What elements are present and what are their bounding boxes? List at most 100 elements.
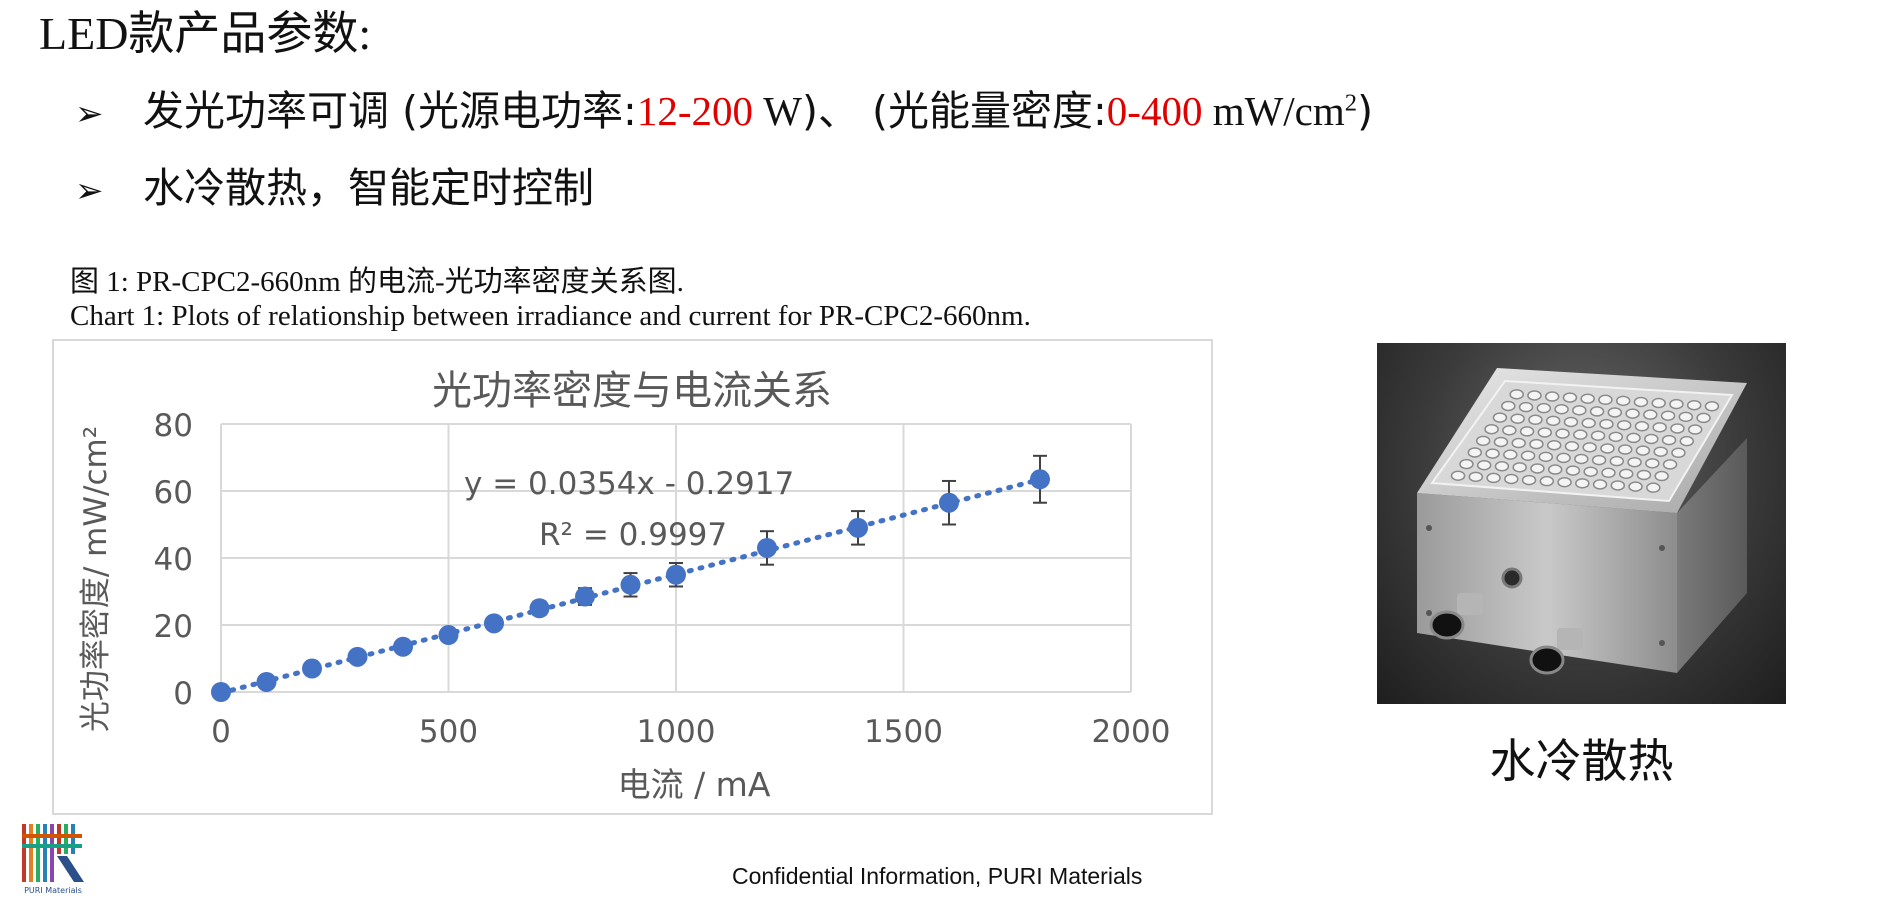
well (1512, 462, 1527, 473)
well (1626, 432, 1641, 444)
well (1520, 450, 1536, 461)
well (1618, 468, 1634, 480)
well (1504, 473, 1519, 485)
well (1502, 425, 1517, 436)
well (1575, 478, 1590, 489)
well (1562, 392, 1578, 403)
x-tick-label: 1000 (637, 714, 716, 750)
well (1546, 439, 1562, 451)
data-point (666, 564, 686, 585)
well (1510, 413, 1525, 424)
chart-points (211, 469, 1050, 702)
y-tick-label: 0 (173, 676, 193, 712)
well (1501, 400, 1516, 412)
data-point (256, 671, 277, 692)
bullet-text-a: 发光功率可调 (光源电功率: (143, 87, 637, 135)
irradiance-value: 0-400 (1106, 88, 1203, 134)
data-point (757, 537, 777, 558)
well (1554, 403, 1569, 415)
bullet-text-b: )、 (光能量密度: (801, 87, 1107, 135)
chart-grid (220, 423, 1132, 693)
well (1476, 459, 1492, 471)
well-plate-grid (1450, 389, 1720, 493)
well (1651, 397, 1666, 409)
well (1610, 480, 1626, 491)
well (1475, 435, 1491, 447)
data-point (1030, 469, 1050, 490)
irradiance-unit-sup: 2 (1344, 89, 1358, 117)
well (1589, 406, 1605, 417)
well (1536, 402, 1552, 414)
figure-caption-en: Chart 1: Plots of relationship between i… (70, 300, 1031, 332)
chart-x-axis-label: 电流 / mA (618, 765, 771, 804)
electric-power-value: 12-200 (636, 88, 753, 134)
well (1555, 428, 1570, 439)
well (1687, 424, 1703, 435)
data-point (393, 636, 413, 657)
well (1529, 438, 1544, 450)
well (1590, 430, 1606, 441)
well (1527, 390, 1542, 401)
well (1547, 464, 1563, 475)
chart-svg: 0 20 40 60 80 0 500 1000 1500 2000 光功率密度与电流关系 电流 … (78, 368, 1171, 804)
chart-container: 0 20 40 60 80 0 500 1000 1500 2000 光功率密度与电流关系 电流 … (52, 339, 1213, 815)
well (1581, 417, 1596, 429)
photo-caption: 水冷散热 (1489, 734, 1674, 788)
well (1608, 431, 1624, 443)
y-tick-label: 40 (154, 542, 193, 578)
well (1503, 449, 1518, 460)
well (1468, 471, 1484, 483)
well (1485, 448, 1500, 459)
data-point (620, 574, 641, 595)
well (1599, 418, 1614, 430)
y-tick-label: 80 (154, 408, 193, 444)
well (1671, 447, 1686, 459)
well (1574, 453, 1589, 465)
bullet-text: 水冷散热，智能定时控制 (143, 164, 594, 212)
bullet-power-adjustable: ➢ 发光功率可调 (光源电功率:12-200 W)、 (光能量密度:0-400 m… (75, 86, 1373, 139)
puri-logo-icon (22, 824, 84, 882)
y-tick-label: 20 (154, 609, 193, 645)
well (1662, 459, 1678, 470)
well (1509, 389, 1524, 400)
well (1627, 456, 1642, 468)
logo-text: PURI Materials (24, 886, 82, 895)
well (1678, 411, 1694, 423)
well (1492, 412, 1508, 423)
well (1617, 444, 1633, 455)
well (1539, 475, 1555, 487)
figure-caption-cn: 图 1: PR-CPC2-660nm 的电流-光功率密度关系图. (70, 266, 684, 298)
well (1598, 394, 1613, 406)
well (1573, 429, 1588, 440)
data-point (848, 517, 868, 538)
well (1557, 476, 1572, 488)
x-tick-label: 0 (211, 714, 231, 750)
well (1704, 401, 1720, 412)
well (1696, 412, 1711, 424)
well (1528, 414, 1543, 426)
x-tick-label: 500 (419, 714, 478, 750)
well (1564, 441, 1580, 452)
well (1645, 458, 1660, 469)
well (1563, 416, 1579, 428)
well (1601, 467, 1616, 479)
well (1493, 436, 1509, 448)
well (1653, 446, 1668, 457)
data-point (302, 658, 322, 679)
well (1625, 408, 1640, 419)
chart-axes: 0 20 40 60 80 0 500 1000 1500 2000 (154, 408, 1171, 750)
device-illustration (1417, 368, 1747, 675)
chart-title: 光功率密度与电流关系 (432, 368, 832, 414)
slide-title: LED款产品参数: (39, 8, 372, 59)
data-point (484, 613, 504, 634)
data-point (438, 625, 459, 646)
well (1609, 455, 1625, 467)
well (1633, 396, 1649, 408)
well (1467, 447, 1483, 458)
well (1607, 407, 1623, 418)
data-point (575, 586, 595, 607)
well (1530, 463, 1545, 474)
well (1583, 466, 1598, 477)
well (1660, 410, 1676, 421)
arrow-bullet-icon: ➢ (75, 94, 104, 134)
